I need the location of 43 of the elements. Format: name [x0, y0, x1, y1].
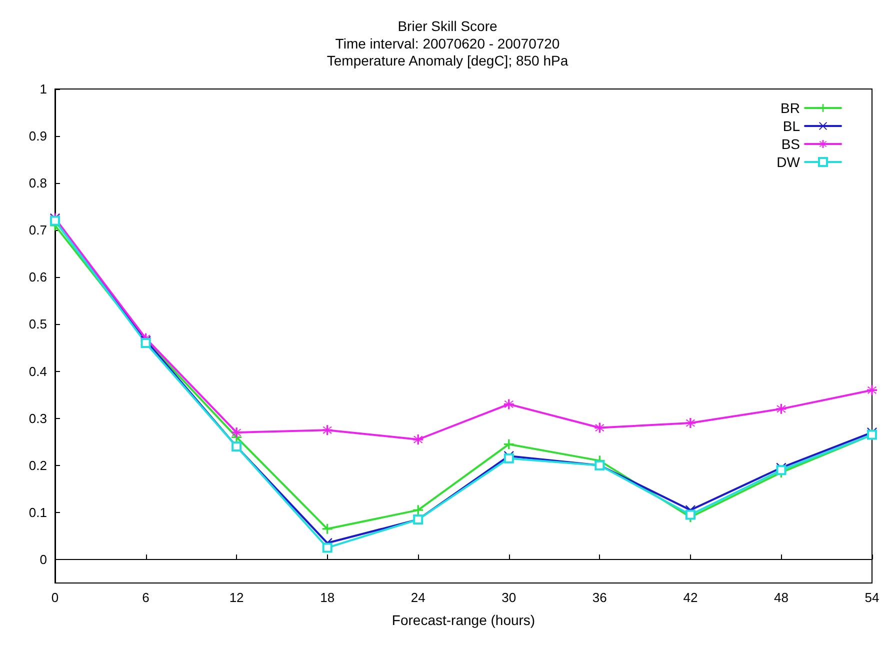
x-tick-label: 54	[864, 590, 880, 605]
point	[413, 434, 424, 445]
point	[413, 505, 424, 516]
y-tick-label: 0.7	[28, 222, 47, 238]
x-tick-label: 6	[142, 590, 150, 605]
y-tick-label: 0.1	[28, 504, 47, 520]
y-tick-label: 0.8	[28, 176, 47, 191]
point	[504, 399, 514, 410]
y-tick-label: 1	[40, 82, 47, 96]
x-tick-label: 12	[229, 590, 244, 605]
point	[685, 418, 696, 428]
chart-title: Brier Skill Score	[398, 18, 498, 34]
legend-label: BR	[780, 100, 800, 116]
y-tick-label: 0.4	[28, 364, 47, 379]
x-tick-label: 18	[320, 590, 335, 605]
point	[504, 453, 514, 464]
y-tick-label: 0.2	[28, 458, 47, 473]
x-tick-label: 30	[502, 590, 516, 605]
y-tick-label: 0.9	[28, 128, 47, 144]
point	[685, 510, 696, 520]
point	[594, 422, 605, 433]
legend-label: DW	[776, 154, 801, 170]
chart-subtitle: Time interval: 20070620 - 20070720 Temperature Anomaly [degC]; 850 hPa	[326, 36, 568, 68]
point	[504, 439, 514, 450]
x-tick-label: 42	[683, 590, 698, 605]
x-axis-title: Forecast-range (hours)	[392, 612, 536, 628]
point	[867, 385, 877, 396]
y-tick-label: 0.3	[28, 410, 47, 426]
point	[322, 425, 332, 436]
y-tick-label: 0.6	[28, 270, 47, 285]
legend-label: BL	[782, 118, 800, 134]
x-tick-label: 48	[774, 590, 788, 605]
point	[50, 216, 60, 226]
x-tick-label: 0	[51, 590, 59, 605]
x-tick-label: 36	[592, 590, 607, 605]
y-tick-label: 0	[40, 552, 47, 567]
point	[776, 404, 786, 414]
legend-label: BS	[781, 136, 800, 152]
point	[232, 427, 242, 438]
point	[322, 524, 332, 534]
x-tick-label: 24	[410, 590, 426, 605]
y-tick-label: 0.5	[28, 316, 47, 332]
point	[322, 542, 332, 553]
